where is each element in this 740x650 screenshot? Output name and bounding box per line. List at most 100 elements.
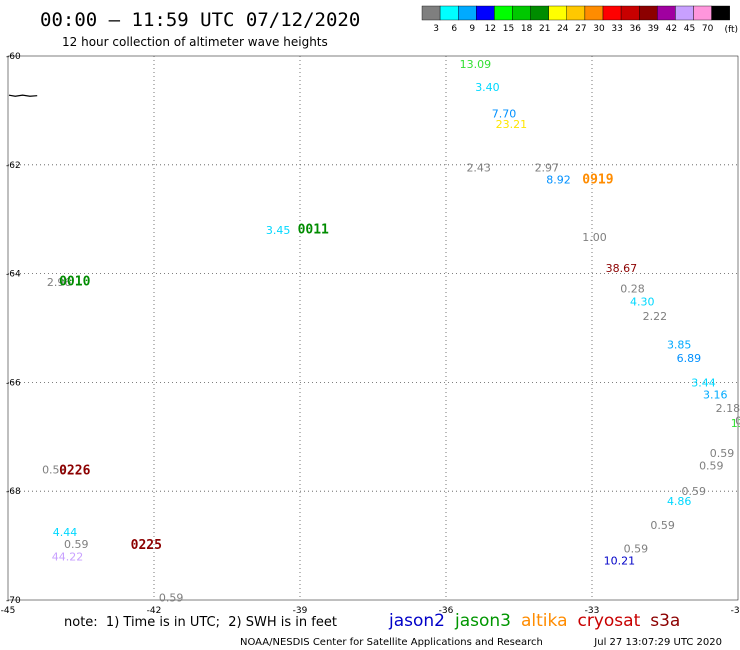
wave-height-point: 3.40 bbox=[475, 81, 500, 94]
gridlines bbox=[8, 56, 738, 600]
wave-height-point: 0. bbox=[735, 414, 740, 427]
x-axis-ticks: -45 -42 -39 -36 -33 -30 bbox=[1, 606, 740, 616]
wave-height-point: 0.28 bbox=[620, 282, 645, 295]
legend-bin-label: 33 bbox=[611, 24, 622, 34]
wave-height-color-legend: 3 6 9 12 15 18 21 24 27 30 33 36 39 42 45 70 bbox=[421, 5, 730, 34]
wave-height-point: 1.00 bbox=[582, 231, 607, 244]
legend-swatch bbox=[476, 5, 495, 21]
legend-bin-label: 6 bbox=[451, 24, 457, 34]
plot-frame bbox=[7, 55, 739, 601]
y-tick-label: -66 bbox=[6, 378, 21, 388]
footer-timestamp: Jul 27 13:07:29 UTC 2020 bbox=[593, 637, 722, 648]
wave-height-point: 0.59 bbox=[650, 519, 675, 532]
legend-bin-label: 70 bbox=[702, 24, 714, 34]
legend-swatch bbox=[458, 5, 477, 21]
legend-swatch bbox=[512, 5, 531, 21]
pass-time-label: 0919 bbox=[582, 172, 613, 187]
mission-label: cryosat bbox=[578, 611, 641, 631]
x-tick-label: -39 bbox=[293, 606, 308, 616]
wave-height-point: 23.21 bbox=[496, 118, 528, 131]
legend-swatch bbox=[675, 5, 694, 21]
x-tick-label: -36 bbox=[439, 606, 454, 616]
wave-height-point: 2.97 bbox=[535, 162, 560, 175]
legend-bin-label: 18 bbox=[521, 24, 533, 34]
legend-swatch bbox=[530, 5, 549, 21]
wave-height-point: 0.59 bbox=[710, 447, 735, 460]
pass-time-labels: 0919 0011 0010 0226 0225 bbox=[59, 172, 613, 553]
legend-bin-label: 24 bbox=[557, 24, 569, 34]
legend-swatch bbox=[439, 5, 459, 21]
legend-swatch bbox=[548, 5, 568, 21]
y-tick-label: -70 bbox=[6, 596, 21, 606]
pass-time-label: 0011 bbox=[298, 222, 329, 237]
x-tick-label: -45 bbox=[1, 606, 16, 616]
legend-bin-label: 42 bbox=[666, 24, 677, 34]
mission-label: altika bbox=[521, 611, 568, 631]
legend-bin-label: 3 bbox=[433, 24, 439, 34]
wave-height-point: 3.44 bbox=[691, 376, 716, 389]
wave-height-point: 44.22 bbox=[52, 550, 84, 563]
pass-time-label: 0010 bbox=[59, 275, 90, 290]
legend-bin-label: 21 bbox=[539, 24, 550, 34]
legend-swatch bbox=[693, 5, 712, 21]
legend-bin-label: 27 bbox=[575, 24, 586, 34]
wave-height-point: 0.59 bbox=[159, 591, 184, 604]
legend-swatch bbox=[566, 5, 586, 21]
wave-height-point: 0.59 bbox=[42, 463, 67, 476]
wave-height-point: 2.18 bbox=[716, 402, 740, 415]
wave-height-point: 0.59 bbox=[64, 538, 89, 551]
footer-credit: NOAA/NESDIS Center for Satellite Applica… bbox=[240, 637, 543, 648]
legend-swatch bbox=[657, 5, 676, 21]
wave-height-point: 0.59 bbox=[699, 460, 724, 473]
wave-height-point: 2.43 bbox=[466, 162, 491, 175]
wave-height-point: 3.85 bbox=[667, 338, 692, 351]
wave-height-point: 10.21 bbox=[604, 554, 636, 567]
wave-height-point: 6.89 bbox=[677, 352, 702, 365]
y-tick-label: -64 bbox=[6, 270, 21, 280]
legend-bin-label: 12 bbox=[485, 24, 496, 34]
mission-label: jason2 bbox=[388, 611, 445, 631]
y-axis-ticks: -60 -62 -64 -66 -68 -70 bbox=[6, 52, 21, 606]
wave-height-point: 2.22 bbox=[643, 310, 668, 323]
footer-note: note: 1) Time is in UTC; 2) SWH is in fe… bbox=[64, 615, 337, 630]
chart-title: 00:00 – 11:59 UTC 07/12/2020 bbox=[40, 9, 360, 31]
legend-swatch bbox=[620, 5, 640, 21]
wave-height-point: 13.4 bbox=[731, 417, 740, 430]
legend-bin-label: 36 bbox=[629, 24, 641, 34]
chart-subtitle: 12 hour collection of altimeter wave hei… bbox=[62, 35, 328, 49]
wave-height-point: 4.30 bbox=[630, 295, 655, 308]
pass-time-label: 0225 bbox=[131, 538, 162, 553]
legend-bin-label: 39 bbox=[648, 24, 660, 34]
coastline bbox=[8, 94, 38, 97]
wave-height-point: 13.09 bbox=[460, 58, 492, 71]
legend-swatch bbox=[711, 5, 730, 21]
wave-height-point: 3.45 bbox=[266, 224, 291, 237]
wave-height-point: 8.92 bbox=[546, 173, 571, 186]
wave-height-point: 3.16 bbox=[703, 388, 728, 401]
wave-height-point: 4.44 bbox=[53, 526, 77, 539]
y-tick-label: -60 bbox=[6, 52, 21, 62]
legend-swatch bbox=[584, 5, 604, 21]
legend-bin-label: 45 bbox=[684, 24, 695, 34]
y-tick-label: -68 bbox=[6, 487, 21, 497]
legend-swatch bbox=[602, 5, 622, 21]
mission-label: s3a bbox=[650, 611, 680, 631]
legend-bin-label: 9 bbox=[469, 24, 475, 34]
y-tick-label: -62 bbox=[6, 161, 21, 171]
legend-bin-label: 30 bbox=[593, 24, 605, 34]
wave-height-point: 38.67 bbox=[606, 262, 638, 275]
x-tick-label: -42 bbox=[147, 606, 162, 616]
x-tick-label: -30 bbox=[731, 606, 740, 616]
legend-swatch bbox=[494, 5, 513, 21]
legend-swatch bbox=[421, 5, 441, 21]
plot-area: -45 -42 -39 -36 -33 -30 -60 -62 -64 -66 -68 -70 13… bbox=[1, 52, 740, 616]
legend-unit-label: (ft) bbox=[724, 25, 738, 35]
wave-height-point: 0.59 bbox=[682, 485, 707, 498]
mission-legend: jason2 jason3 altika cryosat s3a bbox=[388, 611, 680, 631]
wave-height-point: 4.86 bbox=[667, 495, 692, 508]
wave-height-point: 7.70 bbox=[492, 108, 517, 121]
legend-swatch bbox=[639, 5, 658, 21]
pass-time-label: 0226 bbox=[59, 463, 90, 478]
